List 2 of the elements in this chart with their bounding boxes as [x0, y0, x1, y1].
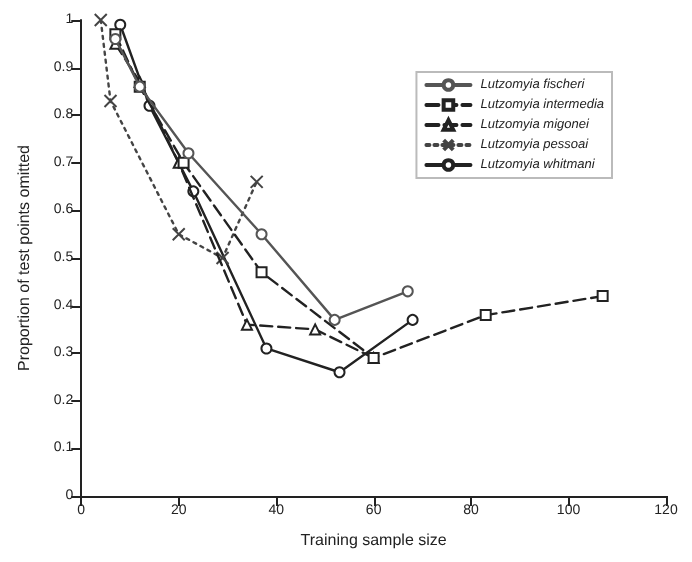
x-axis-title: Training sample size: [300, 531, 448, 549]
y-axis-title: Proportion of test points omitted: [15, 145, 33, 371]
